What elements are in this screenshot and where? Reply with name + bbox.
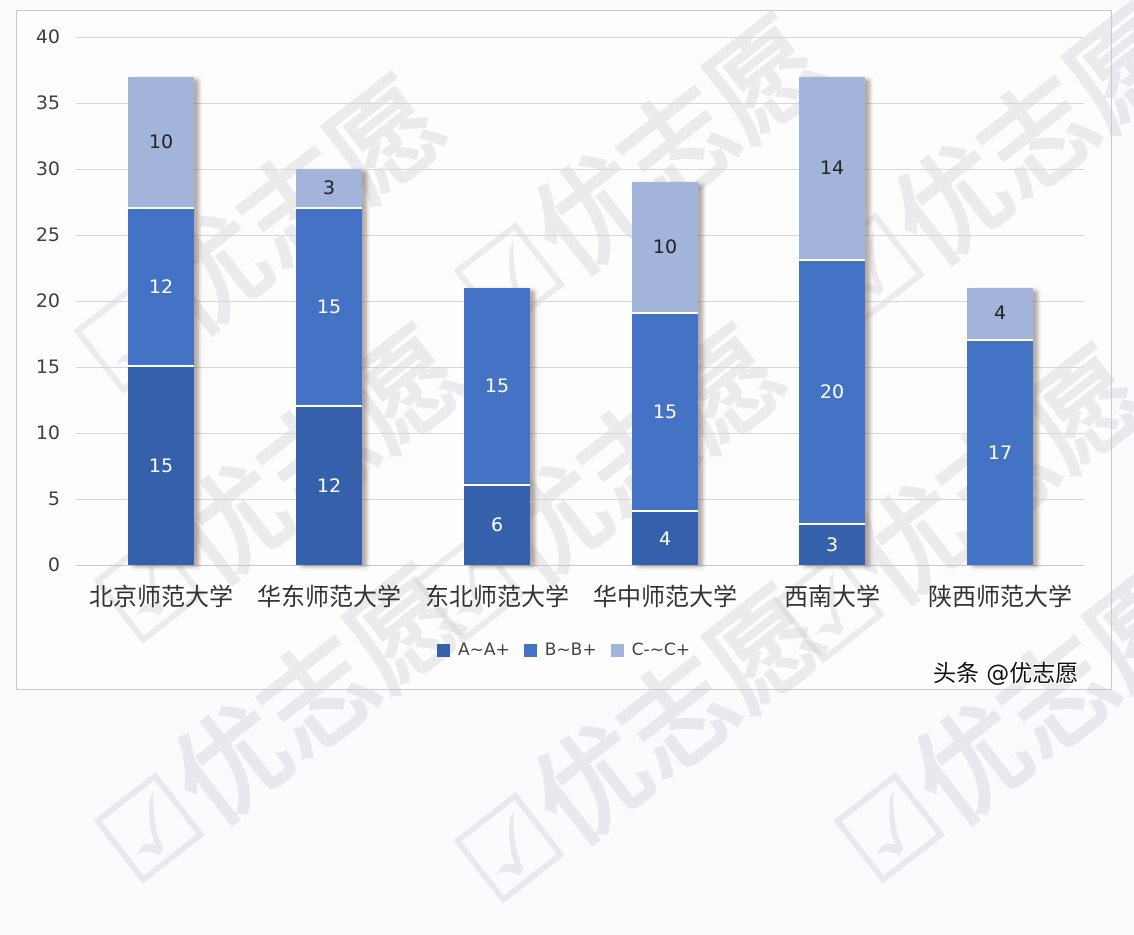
legend-label: B~B+ <box>544 640 597 660</box>
gridline <box>76 169 1084 170</box>
legend-item[interactable]: B~B+ <box>523 640 597 660</box>
x-axis-line <box>76 565 1084 566</box>
source-credit: 头条 @优志愿 <box>933 661 1079 687</box>
bar-segment-B~B+[interactable]: 12 <box>128 208 194 367</box>
data-label: 3 <box>322 176 336 199</box>
bar-segment-A~A+[interactable]: 15 <box>128 366 194 565</box>
data-label: 15 <box>484 374 510 397</box>
stacked-bar[interactable]: 12 15 3 <box>296 169 362 565</box>
data-label: 14 <box>819 156 845 179</box>
y-tick-label: 20 <box>35 290 60 312</box>
x-category-label: 华东师范大学 <box>257 583 401 611</box>
data-label: 12 <box>316 474 342 497</box>
stacked-bar[interactable]: 15 12 10 <box>128 76 194 565</box>
data-label: 15 <box>652 401 678 424</box>
legend-swatch-icon <box>523 643 537 657</box>
legend-swatch-icon <box>437 643 450 657</box>
stacked-bar[interactable]: 4 15 10 <box>632 182 698 565</box>
bar-segment-A~A+[interactable]: 12 <box>296 406 362 565</box>
legend-label: C-~C+ <box>631 640 690 660</box>
bar-segment-B~B+[interactable]: 15 <box>632 314 698 513</box>
data-label: 10 <box>652 236 678 259</box>
x-category-label: 西南大学 <box>784 583 880 611</box>
stacked-bar[interactable]: 6 15 <box>464 287 530 565</box>
gridline <box>76 499 1084 500</box>
bar-segment-B~B+[interactable]: 15 <box>296 208 362 407</box>
bar-segment-A~A+[interactable]: 3 <box>799 525 865 565</box>
y-tick-label: 10 <box>35 422 60 444</box>
bar-segment-A~A+[interactable]: 6 <box>464 485 530 565</box>
data-label: 10 <box>148 130 174 153</box>
y-tick-label: 35 <box>35 92 60 114</box>
x-category-label: 北京师范大学 <box>89 583 233 611</box>
legend-item[interactable]: C-~C+ <box>610 640 690 660</box>
stacked-bar[interactable]: 17 4 <box>967 287 1033 565</box>
y-tick-label: 5 <box>47 488 60 510</box>
data-label: 12 <box>148 275 174 298</box>
data-label: 15 <box>316 295 342 318</box>
legend: A~A+ B~B+ C-~C+ <box>437 640 694 660</box>
data-label: 6 <box>490 514 504 537</box>
legend-swatch-icon <box>610 643 624 657</box>
bar-segment-C-~C+[interactable]: 10 <box>632 182 698 315</box>
legend-item[interactable]: A~A+ <box>437 640 510 660</box>
y-tick-label: 30 <box>35 158 60 180</box>
data-label: 17 <box>987 441 1013 464</box>
y-tick-label: 40 <box>35 26 60 48</box>
gridline <box>76 433 1084 434</box>
bar-segment-C-~C+[interactable]: 4 <box>967 287 1033 341</box>
bar-segment-B~B+[interactable]: 20 <box>799 261 865 526</box>
data-label: 20 <box>819 381 845 404</box>
data-label: 15 <box>148 454 174 477</box>
data-label: 4 <box>993 302 1007 325</box>
bar-segment-B~B+[interactable]: 17 <box>967 340 1033 565</box>
bar-segment-A~A+[interactable]: 4 <box>632 512 698 565</box>
bar-segment-C-~C+[interactable]: 10 <box>128 76 194 209</box>
gridline <box>76 301 1084 302</box>
data-label: 4 <box>658 527 672 550</box>
legend-label: A~A+ <box>458 640 510 660</box>
bar-segment-B~B+[interactable]: 15 <box>464 287 530 486</box>
y-tick-label: 15 <box>35 356 60 378</box>
gridline <box>76 103 1084 104</box>
x-category-label: 陕西师范大学 <box>928 583 1072 611</box>
bar-segment-C-~C+[interactable]: 14 <box>799 76 865 262</box>
gridline <box>76 367 1084 368</box>
x-category-label: 东北师范大学 <box>425 583 569 611</box>
y-tick-label: 0 <box>47 554 60 576</box>
stacked-bar[interactable]: 3 20 14 <box>799 76 865 565</box>
gridline <box>76 235 1084 236</box>
gridline <box>76 37 1084 38</box>
y-tick-label: 25 <box>35 224 60 246</box>
x-category-label: 华中师范大学 <box>593 583 737 611</box>
chart-frame <box>16 10 1112 690</box>
bar-segment-C-~C+[interactable]: 3 <box>296 169 362 209</box>
data-label: 3 <box>825 534 839 557</box>
